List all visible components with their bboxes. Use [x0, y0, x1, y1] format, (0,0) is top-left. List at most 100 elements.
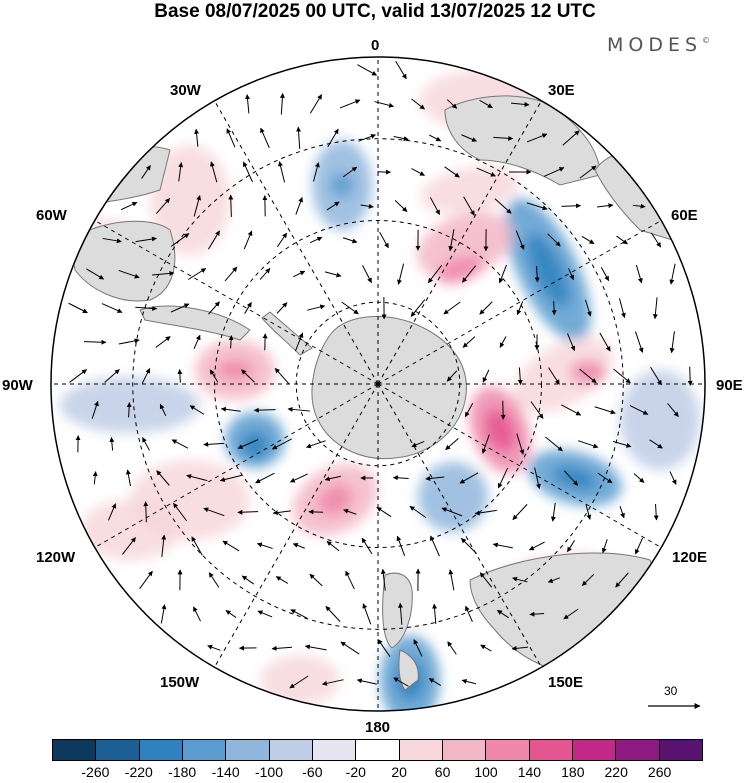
- wind-vector: [428, 678, 442, 686]
- wind-vector: [171, 439, 189, 449]
- wind-vector: [339, 99, 361, 109]
- wind-vector: [69, 369, 87, 383]
- wind-vector: [633, 473, 645, 483]
- lon-label-30e: 30E: [548, 82, 575, 99]
- wind-vector: [237, 509, 259, 515]
- landmass: [382, 572, 413, 649]
- wind-vector: [596, 203, 614, 209]
- south-pole-marker: [376, 382, 380, 386]
- wind-vector: [193, 195, 202, 217]
- wind-vector: [222, 540, 240, 552]
- wind-vector: [529, 611, 545, 617]
- wind-vector: [189, 405, 205, 415]
- wind-vector: [245, 94, 251, 114]
- colorbar-swatch: [269, 740, 313, 760]
- wind-vector: [194, 128, 200, 147]
- wind-vector: [107, 503, 117, 521]
- wind-vector: [377, 169, 392, 175]
- lon-label-180: 180: [365, 719, 391, 736]
- wind-vector: [224, 266, 238, 282]
- wind-vector: [376, 506, 392, 518]
- anomaly-region: [513, 337, 613, 413]
- anomaly-region: [620, 370, 700, 470]
- wind-vector: [118, 269, 140, 279]
- wind-vector: [305, 440, 326, 449]
- wind-vector: [358, 134, 377, 142]
- wind-vector: [581, 574, 595, 586]
- wind-vector: [207, 644, 221, 651]
- wind-vector: [272, 510, 291, 516]
- wind-vector: [159, 403, 167, 417]
- colorbar-tick-label: 220: [604, 764, 628, 780]
- wind-vector: [294, 332, 304, 352]
- lon-label-60e: 60E: [671, 207, 698, 224]
- wind-vector: [474, 509, 497, 516]
- wind-vector: [274, 367, 290, 385]
- wind-vector: [600, 267, 610, 282]
- wind-vector: [135, 305, 158, 311]
- wind-vector: [425, 476, 445, 481]
- wind-vector: [203, 507, 225, 517]
- wind-vector: [253, 407, 276, 413]
- wind-vector: [479, 99, 493, 109]
- wind-vector: [619, 505, 625, 519]
- wind-vector: [613, 368, 631, 384]
- wind-vector: [616, 235, 628, 245]
- wind-vector: [356, 678, 377, 685]
- anomaly-region: [150, 145, 230, 255]
- wind-vector: [209, 161, 218, 183]
- wind-vector: [543, 167, 565, 177]
- wind-vector: [393, 677, 409, 687]
- wind-vector: [276, 232, 288, 248]
- wind-vector: [342, 237, 358, 244]
- wind-vector: [430, 535, 440, 557]
- wind-vector: [295, 196, 303, 215]
- wind-vector: [615, 572, 629, 588]
- wind-vector: [567, 333, 576, 352]
- wind-vector: [241, 575, 255, 585]
- graticule: [51, 57, 705, 711]
- wind-vector: [410, 299, 426, 317]
- wind-vector: [309, 94, 323, 114]
- wind-vector: [208, 572, 220, 588]
- wind-vector: [342, 166, 358, 178]
- lon-label-90e: 90E: [716, 377, 743, 394]
- colorbar-tick-label: 180: [561, 764, 585, 780]
- anomaly-region: [526, 233, 570, 307]
- landmasses: [59, 95, 705, 691]
- wind-vector: [308, 509, 324, 515]
- lon-label-120w: 120W: [36, 549, 76, 566]
- wind-vector: [135, 236, 157, 243]
- wind-vector: [392, 475, 409, 481]
- wind-vector: [278, 161, 286, 183]
- wind-vector: [526, 133, 548, 143]
- wind-vector: [687, 366, 693, 386]
- wind-vector: [289, 675, 309, 689]
- wind-vector: [374, 101, 394, 108]
- wind-vector: [568, 268, 574, 281]
- wind-vector: [534, 265, 540, 283]
- meridian-line: [377, 383, 542, 668]
- colorbar-swatch: [486, 740, 530, 760]
- wind-vector: [632, 203, 646, 209]
- wind-vector: [362, 265, 372, 284]
- colorbar-tick-label: -60: [302, 764, 323, 780]
- wind-vector: [324, 475, 341, 482]
- wind-vector: [577, 440, 599, 449]
- anomaly-region: [317, 484, 353, 516]
- colorbar-swatch: [53, 740, 97, 760]
- wind-vector: [550, 502, 556, 522]
- wind-vector: [547, 577, 560, 583]
- wind-vector: [126, 402, 132, 418]
- wind-vector: [493, 135, 514, 141]
- wind-vector: [276, 302, 288, 314]
- wind-vector: [156, 470, 170, 486]
- wind-vector: [68, 302, 88, 314]
- lon-label-60w: 60W: [36, 207, 67, 224]
- wind-vector: [394, 199, 408, 213]
- colorbar-swatch: [399, 740, 443, 760]
- wind-vector: [225, 610, 237, 618]
- wind-vector: [143, 501, 149, 523]
- wind-vector: [396, 535, 406, 556]
